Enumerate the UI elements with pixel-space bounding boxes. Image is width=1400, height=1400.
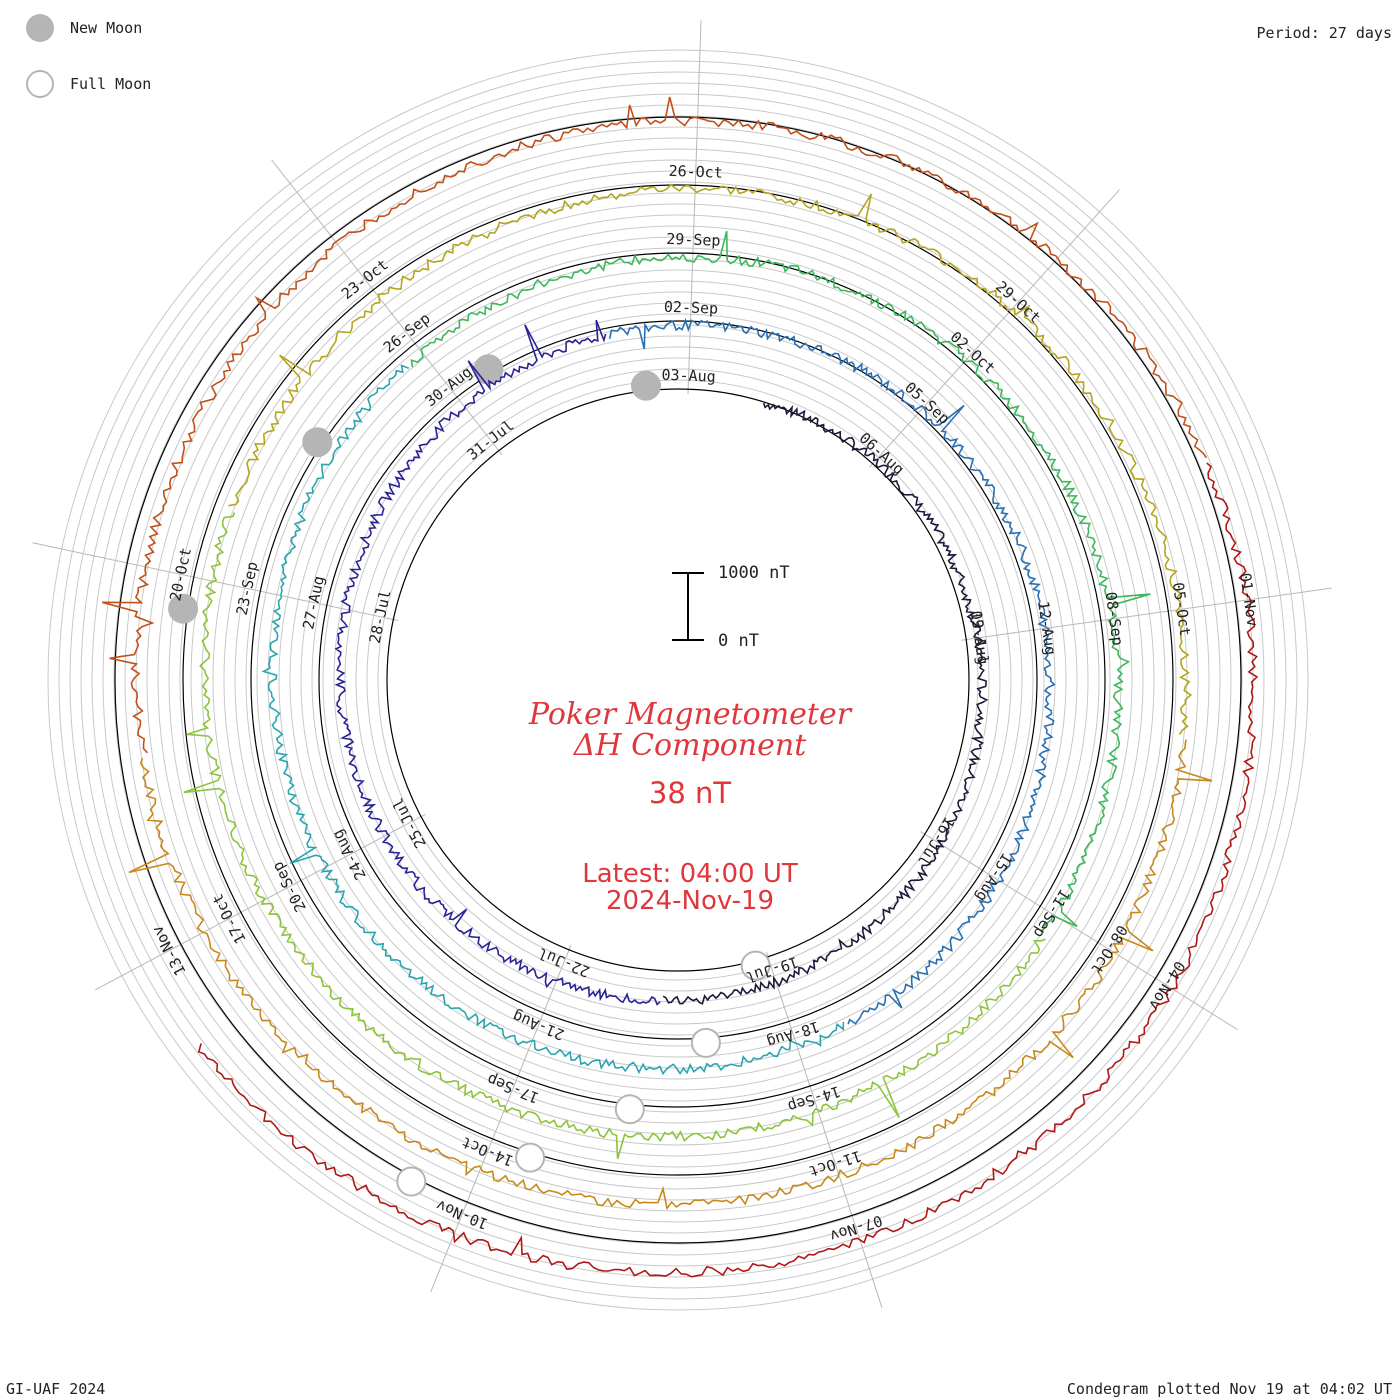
grid-spoke	[271, 159, 503, 455]
grid-spoke	[868, 189, 1120, 468]
series-line	[662, 402, 989, 1005]
grid-ring	[377, 379, 979, 981]
grid-ring	[190, 192, 1166, 1168]
grid-ring	[289, 291, 1067, 1069]
series-line	[128, 739, 1213, 1211]
grid-spoke	[687, 20, 702, 395]
date-label: 29-Sep	[666, 230, 721, 250]
date-label: 01-Nov	[1236, 572, 1261, 628]
grid-spoke	[765, 951, 883, 1308]
grid-ring	[124, 126, 1232, 1234]
scale-bar	[672, 572, 704, 641]
reference-ring	[250, 252, 1106, 1108]
grid-ring	[344, 346, 1012, 1014]
full-moon-icon	[26, 70, 54, 98]
series-line	[608, 317, 1056, 1025]
reference-circles	[114, 116, 1242, 1244]
period-label: Period: 27 days	[1256, 24, 1392, 42]
grid-ring	[366, 368, 990, 992]
series-line	[410, 230, 1151, 932]
date-label: 14-Oct	[459, 1133, 516, 1170]
grid-ring	[311, 313, 1045, 1047]
grid-ring	[212, 214, 1144, 1146]
grid-spoke	[920, 831, 1238, 1031]
latest-date: 2024-Nov-19	[605, 886, 775, 916]
reference-ring	[386, 388, 970, 972]
legend-full-moon: Full Moon	[26, 70, 151, 98]
grid-ring	[333, 335, 1023, 1025]
full-moon-marker	[690, 1027, 721, 1058]
grid-ring	[80, 82, 1276, 1278]
date-label: 24-Aug	[328, 827, 369, 883]
legend-new-moon-label: New Moon	[70, 19, 143, 37]
legend-new-moon: New Moon	[26, 14, 142, 42]
grid-spokes	[32, 20, 1332, 1308]
grid-ring	[157, 159, 1199, 1201]
grid-spoke	[32, 542, 399, 622]
series-line	[183, 512, 1046, 1160]
date-label: 02-Sep	[664, 298, 719, 318]
grid-ring	[256, 258, 1100, 1102]
grid-ring	[113, 115, 1243, 1245]
chart-subtitle: ΔH Component	[573, 728, 807, 763]
reference-ring	[182, 184, 1174, 1176]
current-value: 38 nT	[648, 776, 732, 810]
date-label: 03-Aug	[661, 366, 716, 386]
full-moon-marker	[740, 950, 771, 981]
latest-time: Latest: 04:00 UT	[582, 859, 798, 889]
date-label: 08-Sep	[1102, 591, 1127, 647]
reference-ring	[114, 116, 1242, 1244]
grid-ring	[201, 203, 1155, 1157]
grid-ring	[146, 148, 1210, 1212]
grid-ring	[58, 60, 1298, 1300]
series-line	[261, 364, 845, 1076]
grid-ring	[355, 357, 1001, 1003]
date-label: 10-Nov	[434, 1196, 491, 1233]
chart-title: Poker Magnetometer	[528, 697, 852, 732]
grid-ring	[69, 71, 1287, 1289]
series-line	[334, 319, 661, 1006]
grid-ring	[179, 181, 1177, 1179]
data-traces	[101, 96, 1259, 1278]
grid-ring	[267, 269, 1089, 1091]
series-line	[197, 462, 1259, 1278]
series-line	[101, 96, 1207, 754]
date-label: 31-Jul	[464, 416, 518, 464]
grid-ring	[322, 324, 1034, 1036]
grid-ring	[278, 280, 1078, 1080]
date-label: 09-Aug	[967, 610, 992, 666]
scale-bottom-label: 0 nT	[718, 631, 759, 651]
grid-ring	[47, 49, 1309, 1311]
new-moon-icon	[26, 14, 54, 42]
grid-spoke	[95, 813, 426, 991]
full-moon-marker	[515, 1142, 546, 1173]
grid-spoke	[961, 587, 1332, 641]
grid-spoke	[430, 944, 572, 1293]
footer-credit: GI-UAF 2024	[6, 1380, 106, 1398]
footer-plotted: Condegram plotted Nov 19 at 04:02 UT	[1066, 1380, 1392, 1398]
grid-ring	[300, 302, 1056, 1058]
scale-top-label: 1000 nT	[718, 563, 790, 583]
new-moon-marker	[302, 427, 333, 458]
new-moon-marker	[168, 593, 199, 624]
grid-rings	[47, 49, 1309, 1311]
grid-ring	[223, 225, 1133, 1135]
grid-ring	[245, 247, 1111, 1113]
date-label: 12-Aug	[1034, 600, 1059, 656]
full-moon-marker	[396, 1166, 427, 1197]
series-line	[228, 183, 1193, 735]
reference-ring	[318, 320, 1038, 1040]
grid-ring	[135, 137, 1221, 1223]
legend-full-moon-label: Full Moon	[70, 75, 152, 93]
grid-ring	[91, 93, 1265, 1267]
full-moon-marker	[614, 1094, 645, 1125]
date-label: 25-Jul	[388, 795, 429, 851]
new-moon-marker	[631, 370, 661, 401]
date-label: 26-Oct	[668, 162, 723, 182]
date-label: 07-Nov	[828, 1211, 885, 1245]
date-label: 06-Aug	[856, 429, 908, 479]
date-label: 21-Aug	[510, 1007, 567, 1044]
